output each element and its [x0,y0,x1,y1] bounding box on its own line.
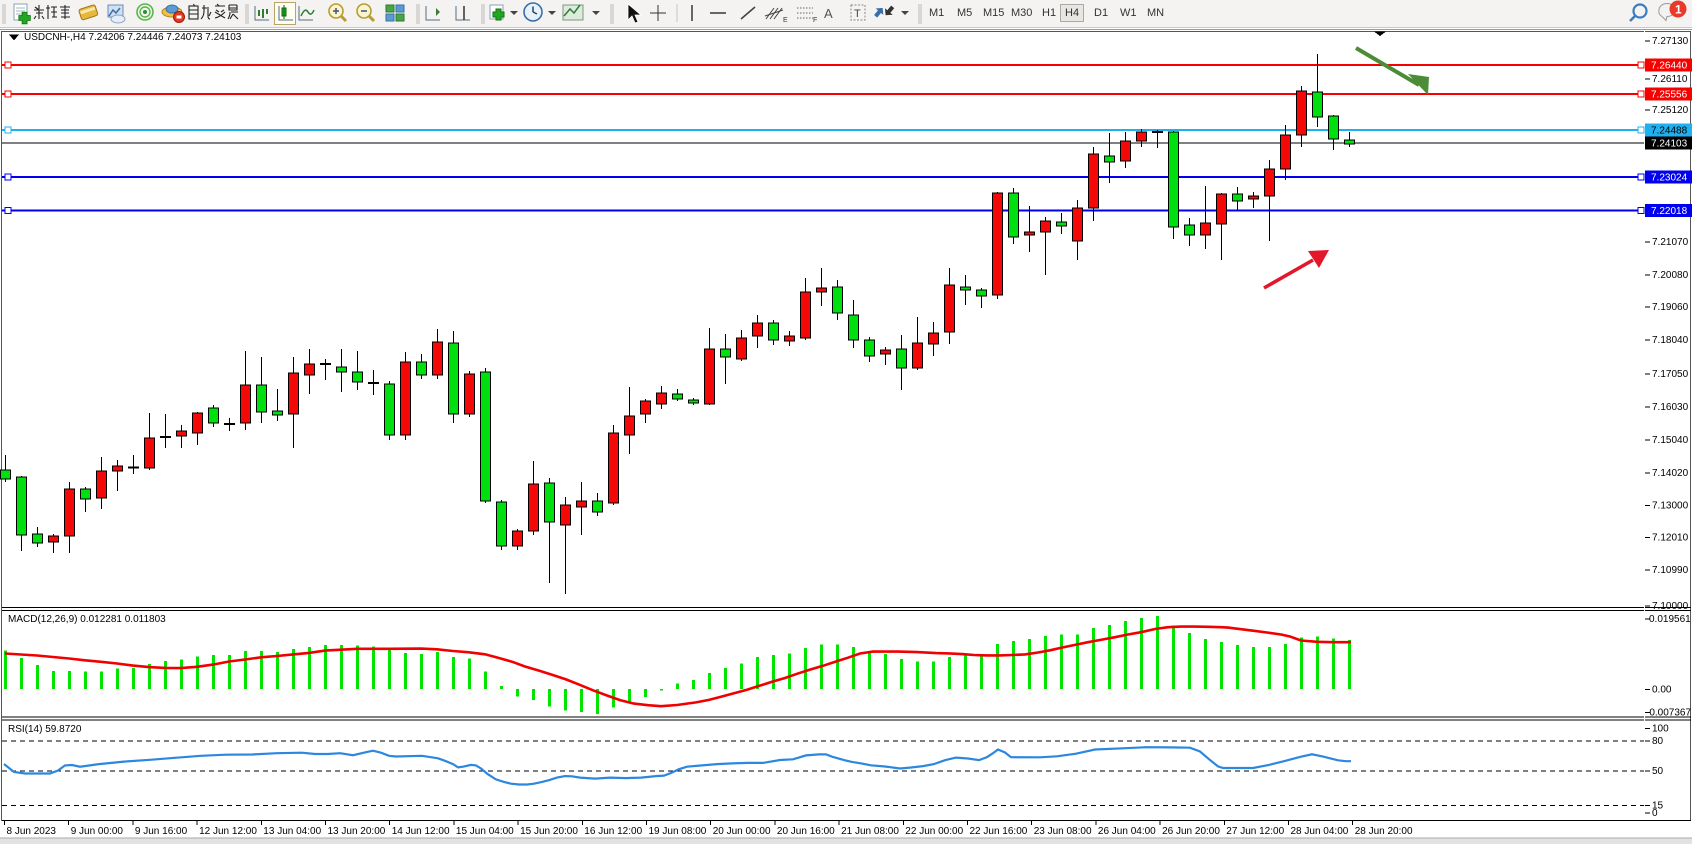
svg-text:7.18040: 7.18040 [1652,335,1689,346]
svg-text:100: 100 [1652,724,1669,735]
svg-text:15 Jun 04:00: 15 Jun 04:00 [456,826,514,837]
svg-text:20 Jun 16:00: 20 Jun 16:00 [777,826,835,837]
svg-text:19 Jun 08:00: 19 Jun 08:00 [649,826,707,837]
svg-text:28 Jun 20:00: 28 Jun 20:00 [1355,826,1413,837]
svg-text:7.21070: 7.21070 [1652,237,1689,248]
svg-text:16 Jun 12:00: 16 Jun 12:00 [584,826,642,837]
svg-text:13 Jun 04:00: 13 Jun 04:00 [263,826,321,837]
svg-text:7.22018: 7.22018 [1651,206,1688,217]
svg-text:7.17050: 7.17050 [1652,369,1689,380]
svg-text:USDCNH-,H4 7.24206 7.24446 7.: USDCNH-,H4 7.24206 7.24446 7.24073 7.241… [24,32,242,43]
svg-text:7.13000: 7.13000 [1652,501,1689,512]
svg-text:12 Jun 12:00: 12 Jun 12:00 [199,826,257,837]
svg-text:7.24488: 7.24488 [1651,126,1688,137]
svg-text:28 Jun 04:00: 28 Jun 04:00 [1291,826,1349,837]
svg-text:23 Jun 08:00: 23 Jun 08:00 [1034,826,1092,837]
svg-text:50: 50 [1652,766,1664,777]
svg-text:F: F [813,17,817,24]
svg-text:7.24103: 7.24103 [1651,139,1688,150]
svg-text:MACD(12,26,9) 0.012281 0.01180: MACD(12,26,9) 0.012281 0.011803 [8,614,166,625]
svg-text:9 Jun 16:00: 9 Jun 16:00 [135,826,188,837]
svg-text:7.10990: 7.10990 [1652,565,1689,576]
svg-text:7.25556: 7.25556 [1651,90,1688,101]
svg-text:27 Jun 12:00: 27 Jun 12:00 [1226,826,1284,837]
svg-text:7.16030: 7.16030 [1652,402,1689,413]
svg-text:22 Jun 00:00: 22 Jun 00:00 [905,826,963,837]
svg-text:0.00: 0.00 [1652,685,1672,696]
svg-text:26 Jun 20:00: 26 Jun 20:00 [1162,826,1220,837]
svg-text:7.12010: 7.12010 [1652,533,1689,544]
svg-text:7.10000: 7.10000 [1652,601,1689,612]
svg-text:7.27130: 7.27130 [1652,36,1689,47]
svg-text:0.019561: 0.019561 [1649,614,1691,625]
svg-text:15: 15 [1652,801,1664,812]
svg-text:14 Jun 12:00: 14 Jun 12:00 [392,826,450,837]
svg-text:E: E [783,17,788,24]
svg-text:7.23024: 7.23024 [1651,173,1688,184]
svg-text:13 Jun 20:00: 13 Jun 20:00 [328,826,386,837]
svg-text:7.25120: 7.25120 [1652,105,1689,116]
svg-text:7.20080: 7.20080 [1652,270,1689,281]
svg-text:15 Jun 20:00: 15 Jun 20:00 [520,826,578,837]
svg-text:7.26440: 7.26440 [1651,61,1688,72]
svg-text:9 Jun 00:00: 9 Jun 00:00 [71,826,124,837]
svg-text:8 Jun 2023: 8 Jun 2023 [7,826,57,837]
svg-text:26 Jun 04:00: 26 Jun 04:00 [1098,826,1156,837]
svg-text:7.19060: 7.19060 [1652,302,1689,313]
svg-text:T: T [854,8,861,20]
svg-text:20 Jun 00:00: 20 Jun 00:00 [713,826,771,837]
svg-text:7.26110: 7.26110 [1652,74,1688,85]
svg-text:7.15040: 7.15040 [1652,435,1689,446]
svg-text:-0.007367: -0.007367 [1646,708,1691,719]
svg-text:RSI(14) 59.8720: RSI(14) 59.8720 [8,724,82,735]
svg-text:A: A [824,6,833,21]
svg-text:1: 1 [1675,3,1682,17]
svg-text:0: 0 [1652,808,1658,819]
svg-text:80: 80 [1652,736,1664,747]
svg-text:21 Jun 08:00: 21 Jun 08:00 [841,826,899,837]
svg-text:22 Jun 16:00: 22 Jun 16:00 [970,826,1028,837]
svg-text:7.14020: 7.14020 [1652,468,1689,479]
